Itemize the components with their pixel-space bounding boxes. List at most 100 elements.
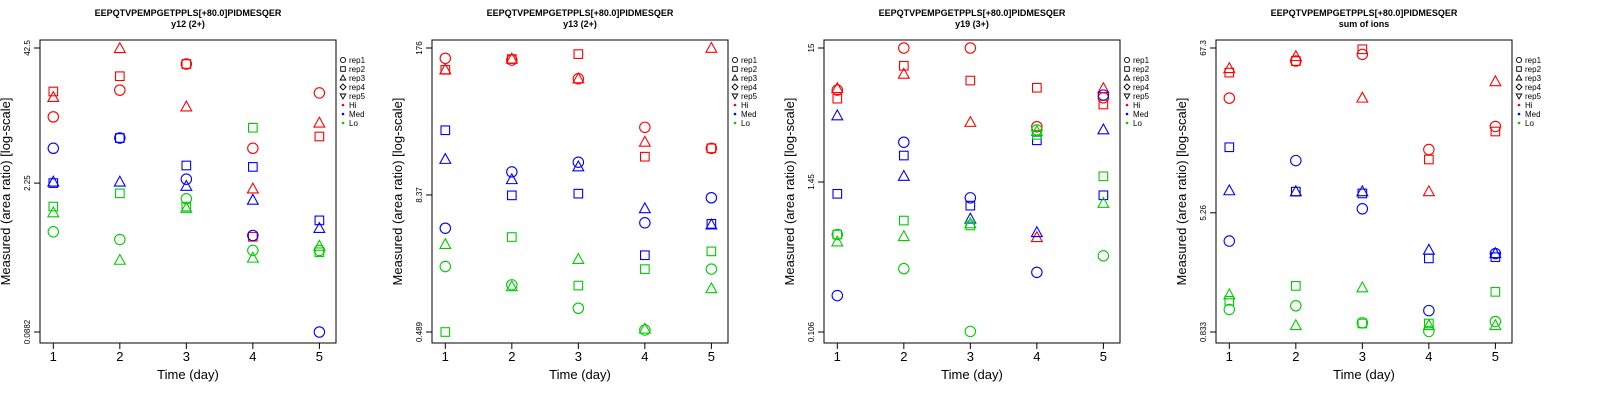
data-point-med-rep2: Med rep2: day 4, 2.6 [1424,253,1434,264]
legend-symbol-lo [733,121,737,125]
data-point-med-rep3: Med rep3: day 4, 1.55 [246,193,260,205]
legend-label-rep2: rep2 [1133,65,1150,74]
y-axis-label: Measured (area ratio) [log-scale] [390,98,405,286]
data-point-med-rep3: Med rep3: day 4, 6.3 [638,201,652,214]
data-point-hi-rep1: Hi rep1: day 1, 7.2 [831,84,844,96]
data-point-med-rep1: Med rep1: day 2, 11.8 [1290,154,1302,167]
plot-frame [1215,39,1513,344]
chart-title: EEPQTVPEMPGETPPLS[+80.0]PIDMESQER [1271,8,1458,18]
data-point-lo-rep1: Lo rep1: day 5, 1.8 [705,263,718,275]
y-tick-label: 176 [415,41,424,55]
legend-symbol-rep4 [1515,83,1523,91]
data-point-med-rep3: Med rep3: day 2, 1.6 [897,169,911,181]
data-point-med-rep1: Med rep1: day 5, 7.9 [705,192,718,204]
plot-frame [39,39,337,344]
data-point-lo-rep2: Lo rep2: day 2, 0.74 [898,215,909,226]
data-point-med-rep1: Med rep1: day 4, 4.7 [639,217,651,229]
data-point-med-rep1: Med rep1: day 5, 0.088 [313,326,326,338]
legend-symbol-med [1125,112,1129,116]
data-point-hi-rep2: Hi rep2: day 2, 11 [898,60,909,71]
legend-symbol-rep4 [339,83,347,91]
legend-label-rep1: rep1 [1133,56,1150,65]
data-point-med-rep2: Med rep2: day 2, 8.3 [506,190,517,201]
data-point-lo-rep3: Lo rep3: day 3, 1.65 [1356,280,1369,293]
data-point-hi-rep3: Hi rep3: day 1, 7.4 [830,81,844,94]
legend-symbol-lo [1125,121,1129,125]
data-point-hi-rep2: Hi rep2: day 5, 6.2 [314,131,325,142]
legend-symbol-rep2 [1124,66,1130,72]
data-point-hi-rep1: Hi rep1: day 4, 4.8 [247,142,259,155]
data-point-lo-rep2: Lo rep2: day 3, 0.95 [1357,318,1368,329]
data-point-med-rep2: Med rep2: day 3, 0.96 [965,200,976,211]
data-point-hi-rep1: Hi rep1: day 5, 22 [705,142,718,155]
data-point-lo-rep1: Lo rep1: day 4, 0.84 [1423,325,1435,338]
data-point-hi-rep3: Hi rep3: day 3, 93 [572,71,585,84]
data-point-lo-rep3: Lo rep3: day 2, 0.56 [897,229,911,242]
x-tick-label: 3 [183,349,190,364]
data-point-hi-rep1: Hi rep1: day 3, 15 [964,42,977,54]
data-point-lo-rep1: Lo rep1: day 2, 1.25 [1290,300,1302,312]
data-point-med-rep2: Med rep2: day 1, 32 [440,125,451,136]
data-point-med-rep1: Med rep1: day 3, 5.6 [1356,203,1369,215]
data-point-lo-rep2: Lo rep2: day 1, 1.35 [48,201,59,212]
data-point-hi-rep1: Hi rep1: day 4, 14 [1423,143,1435,156]
data-point-hi-rep1: Hi rep1: day 4, 3.8 [1031,120,1043,133]
data-point-med-rep1: Med rep1: day 1, 4.8 [47,142,60,155]
legend-label-rep5: rep5 [1525,92,1542,101]
legend-label-rep1: rep1 [349,56,366,65]
x-tick-label: 2 [116,349,123,364]
legend-symbol-rep3 [1123,74,1131,81]
data-point-med-rep1: Med rep1: day 5, 6.6 [1097,89,1110,101]
data-point-med-rep2: Med rep2: day 4, 3.2 [248,162,258,172]
data-point-lo-rep1: Lo rep1: day 4, 0.51 [639,324,651,336]
data-point-hi-rep1: Hi rep1: day 3, 61 [1356,48,1369,61]
data-point-hi-rep1: Hi rep1: day 3, 30 [180,58,193,70]
data-point-hi-rep1: Hi rep1: day 1, 9.5 [47,111,60,123]
x-tick-label: 1 [442,349,449,364]
legend-label-med: Med [1133,110,1149,119]
legend-label-rep1: rep1 [741,56,758,65]
data-point-med-rep2: Med rep2: day 5, 1 [314,215,325,226]
legend-symbol-hi [341,103,345,107]
data-point-hi-rep3: Hi rep3: day 2, 42 [113,41,127,54]
data-point-hi-rep1: Hi rep1: day 5, 16 [313,87,326,99]
legend-symbol-hi [733,103,737,107]
data-point-hi-rep3: Hi rep3: day 5, 175 [705,41,718,53]
data-point-med-rep1: Med rep1: day 2, 6 [114,132,126,144]
data-point-med-rep2: Med rep2: day 4, 3 [1032,135,1042,146]
data-point-med-rep1: Med rep1: day 1, 4.2 [439,222,452,234]
chart-title: EEPQTVPEMPGETPPLS[+80.0]PIDMESQER [95,8,282,18]
y-tick-label: 42.5 [23,40,32,56]
data-point-med-rep2: Med rep2: day 5, 1.15 [1098,190,1109,201]
data-point-hi-rep1: Hi rep1: day 2, 15 [898,42,910,54]
data-point-lo-rep2: Lo rep2: day 1, 0.58 [832,229,843,240]
data-point-med-rep3: Med rep3: day 4, 0.6 [1030,225,1044,238]
legend-label-lo: Lo [1133,119,1142,128]
x-tick-label: 1 [1226,349,1233,364]
data-point-lo-rep3: Lo rep3: day 3, 2.2 [572,252,585,264]
y-tick-label: 0.489 [415,321,424,342]
data-point-med-rep1: Med rep1: day 4, 1.16 [1423,304,1435,317]
legend-symbol-rep3 [339,74,347,81]
legend-label-rep4: rep4 [741,83,758,92]
data-point-lo-rep2: Lo rep2: day 5, 1.6 [1098,171,1109,182]
legend-symbol-lo [1517,121,1521,125]
legend-label-lo: Lo [349,119,358,128]
legend-label-rep4: rep4 [1525,83,1542,92]
data-point-hi-rep2: Hi rep2: day 3, 66 [1357,44,1368,55]
data-point-hi-rep3: Hi rep3: day 3, 11.8 [180,99,193,112]
data-point-hi-rep3: Hi rep3: day 4, 25 [638,135,652,147]
legend-label-hi: Hi [1525,101,1533,110]
data-point-hi-rep3: Hi rep3: day 4, 1.98 [246,182,260,194]
x-tick-label: 3 [575,349,582,364]
legend-symbol-rep3 [731,74,739,81]
chart-subtitle: y19 (3+) [955,19,989,29]
y-tick-label: 0.106 [807,321,816,342]
data-point-hi-rep2: Hi rep2: day 4, 7.5 [1032,82,1042,93]
plot-frame [431,39,729,344]
data-point-med-rep3: Med rep3: day 1, 7.4 [1222,183,1236,196]
data-point-hi-rep2: Hi rep2: day 3, 30 [181,59,192,69]
x-tick-label: 4 [1033,349,1040,364]
x-tick-label: 1 [834,349,841,364]
data-point-lo-rep1: Lo rep1: day 3, 0.8 [572,302,585,314]
